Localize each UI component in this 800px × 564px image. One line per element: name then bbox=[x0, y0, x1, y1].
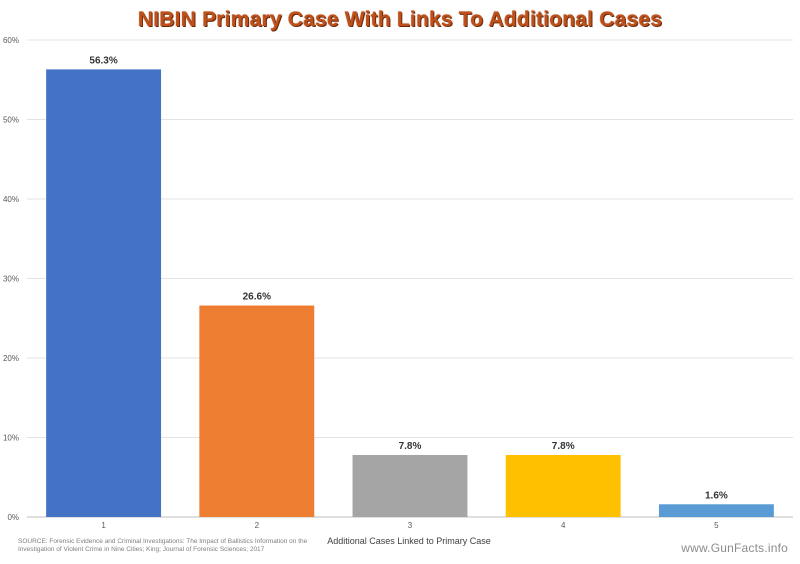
x-tick-label: 2 bbox=[255, 521, 260, 530]
data-label: 56.3% bbox=[89, 55, 117, 66]
y-tick-label: 40% bbox=[3, 195, 19, 204]
watermark: www.GunFacts.info bbox=[681, 541, 788, 555]
chart-title: NIBIN Primary Case With Links To Additio… bbox=[137, 8, 663, 31]
source-note: SOURCE: Forensic Evidence and Criminal I… bbox=[18, 538, 308, 553]
data-label: 7.8% bbox=[399, 441, 422, 452]
y-tick-label: 50% bbox=[3, 116, 19, 125]
y-tick-label: 60% bbox=[3, 36, 19, 45]
x-tick-label: 4 bbox=[561, 521, 566, 530]
bar-5 bbox=[658, 504, 774, 517]
data-label: 7.8% bbox=[552, 441, 575, 452]
y-tick-label: 30% bbox=[3, 275, 19, 284]
data-labels: 56.3% 26.6% 7.8% 7.8% 1.6% bbox=[89, 55, 727, 501]
bars bbox=[46, 69, 774, 517]
y-tick-label: 0% bbox=[7, 513, 19, 522]
bar-3 bbox=[352, 454, 468, 517]
bar-4 bbox=[505, 454, 621, 517]
x-tick-label: 3 bbox=[408, 521, 413, 530]
bar-1 bbox=[46, 69, 162, 517]
x-axis-title: Additional Cases Linked to Primary Case bbox=[327, 536, 491, 546]
x-tick-label: 1 bbox=[101, 521, 106, 530]
x-axis: 1 2 3 4 5 bbox=[101, 521, 719, 530]
x-tick-label: 5 bbox=[714, 521, 719, 530]
y-tick-label: 10% bbox=[3, 434, 19, 443]
y-tick-label: 20% bbox=[3, 354, 19, 363]
data-label: 1.6% bbox=[705, 490, 728, 501]
y-axis: 0% 10% 20% 30% 40% 50% 60% bbox=[3, 36, 19, 522]
bar-2 bbox=[199, 305, 315, 517]
data-label: 26.6% bbox=[243, 292, 271, 303]
